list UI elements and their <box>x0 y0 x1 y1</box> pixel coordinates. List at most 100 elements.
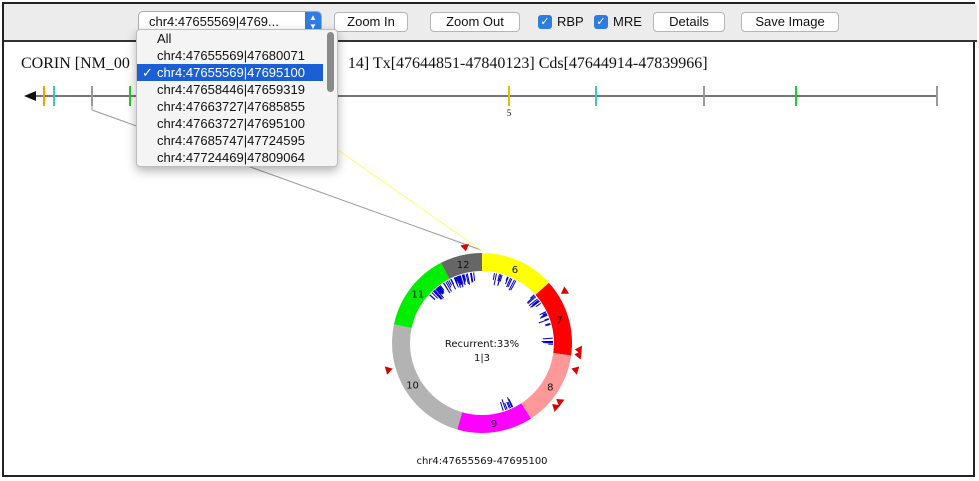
exon-number-label: 5 <box>507 108 512 118</box>
mre-tick <box>545 323 551 327</box>
dropdown-option[interactable]: chr4:47685747|47724595 <box>137 132 323 149</box>
recurrent-count-text: 1|3 <box>474 353 490 364</box>
mre-tick <box>461 274 466 286</box>
mre-tick <box>500 401 504 411</box>
mre-tick <box>463 274 467 281</box>
track-direction-arrow-icon <box>24 91 36 101</box>
mre-tick <box>437 286 443 293</box>
mre-tick <box>445 281 452 292</box>
mre-tick <box>437 287 442 293</box>
updown-arrows-icon[interactable]: ▲ ▼ <box>305 12 321 32</box>
dropdown-option-label: chr4:47663727|47695100 <box>157 116 305 131</box>
mre-tick <box>507 401 512 409</box>
rbp-label: RBP <box>557 14 584 29</box>
ring-segment <box>482 253 549 295</box>
mre-tick <box>493 273 497 286</box>
dropdown-option-label: chr4:47663727|47685855 <box>157 99 305 114</box>
rbp-marker-group <box>384 243 582 412</box>
zoom-connector-line <box>91 100 482 251</box>
details-button[interactable]: Details <box>653 12 725 32</box>
mre-tick <box>431 292 439 299</box>
dropdown-option[interactable]: chr4:47663727|47685855 <box>137 98 323 115</box>
mre-tick <box>454 277 458 285</box>
dropdown-option-label: chr4:47685747|47724595 <box>157 133 305 148</box>
recurrent-text: Recurrent:33% <box>445 339 519 350</box>
mre-tick <box>466 273 471 285</box>
mre-tick <box>497 274 501 282</box>
rbp-marker-icon <box>460 243 469 252</box>
mre-tick <box>508 279 515 291</box>
mre-tick <box>528 298 538 307</box>
mre-checkbox[interactable]: ✓ <box>594 15 608 29</box>
mre-tick <box>433 290 437 295</box>
mre-tick <box>539 314 548 319</box>
checkmark-icon: ✓ <box>142 65 153 80</box>
mre-tick <box>531 300 540 308</box>
mre-tick <box>436 288 442 294</box>
mre-tick <box>538 318 550 324</box>
mre-tick <box>504 402 508 410</box>
mre-tick <box>509 403 513 408</box>
rbp-marker-icon <box>552 404 561 412</box>
dropdown-option[interactable]: chr4:47663727|47695100 <box>137 115 323 132</box>
dropdown-option-label: chr4:47655569|47695100 <box>157 65 305 80</box>
dropdown-option[interactable]: chr4:47655569|47680071 <box>137 47 323 64</box>
mre-tick <box>497 274 502 286</box>
dropdown-option[interactable]: chr4:47724469|47809064 <box>137 149 323 166</box>
zoom-out-button[interactable]: Zoom Out <box>430 12 520 32</box>
mre-tick <box>458 275 462 284</box>
dropdown-option-label: chr4:47655569|47680071 <box>157 48 305 63</box>
mre-tick <box>455 276 462 288</box>
mre-tick <box>530 300 540 308</box>
gene-info-suffix: 14] Tx[47644851-47840123] Cds[47644914-4… <box>347 55 708 72</box>
mre-tick <box>507 278 513 288</box>
dropdown-option-label: chr4:47658446|47659319 <box>157 82 305 97</box>
mre-tick <box>535 302 542 308</box>
mre-tick <box>505 276 509 285</box>
dropdown-option-label: chr4:47724469|47809064 <box>157 150 305 165</box>
dropdown-option[interactable]: ✓ chr4:47655569|47695100 <box>137 64 323 81</box>
mre-tick <box>501 399 507 411</box>
mre-tick <box>462 274 466 282</box>
rbp-checkbox[interactable]: ✓ <box>538 15 552 29</box>
mre-tick <box>545 323 551 326</box>
dropdown-option[interactable]: All <box>137 30 323 47</box>
mre-tick <box>539 311 546 316</box>
segment-label: 9 <box>491 419 497 430</box>
ring-segment <box>535 282 572 356</box>
segment-label: 6 <box>512 265 518 276</box>
zoom-connector-line <box>337 149 482 251</box>
rbp-marker-icon <box>560 286 570 294</box>
mre-tick <box>446 280 452 288</box>
dropdown-option[interactable]: chr4:47658446|47659319 <box>137 81 323 98</box>
mre-tick <box>438 286 443 291</box>
segment-label: 10 <box>406 381 419 392</box>
ring-segment <box>457 403 532 434</box>
mre-tick <box>465 273 469 284</box>
mre-tick <box>506 401 510 409</box>
region-dropdown-menu[interactable]: All chr4:47655569|47680071 ✓ chr4:47655569|… <box>136 29 338 167</box>
dropdown-scrollbar[interactable] <box>327 32 334 92</box>
rbp-marker-icon <box>574 350 582 360</box>
circle-caption: chr4:47655569-47695100 <box>416 456 547 467</box>
mre-tick <box>433 290 442 299</box>
ring-segment <box>393 262 450 329</box>
mre-tick <box>443 282 449 291</box>
mre-tick <box>458 275 464 288</box>
mre-tick <box>459 275 462 281</box>
save-image-button[interactable]: Save Image <box>741 12 839 32</box>
mre-tick <box>439 285 445 291</box>
zoom-in-button[interactable]: Zoom In <box>334 12 408 32</box>
mre-tick <box>532 299 539 306</box>
mre-tick <box>455 276 458 282</box>
region-select-value: chr4:47655569|4769... <box>149 14 279 29</box>
rbp-marker-icon <box>556 398 565 407</box>
mre-tick <box>448 279 453 286</box>
ring-segment <box>441 253 482 279</box>
segment-label: 12 <box>457 260 470 271</box>
dropdown-option-label: All <box>157 31 172 46</box>
mre-tick <box>492 273 495 280</box>
mre-tick <box>527 296 537 305</box>
mre-tick <box>470 272 473 283</box>
